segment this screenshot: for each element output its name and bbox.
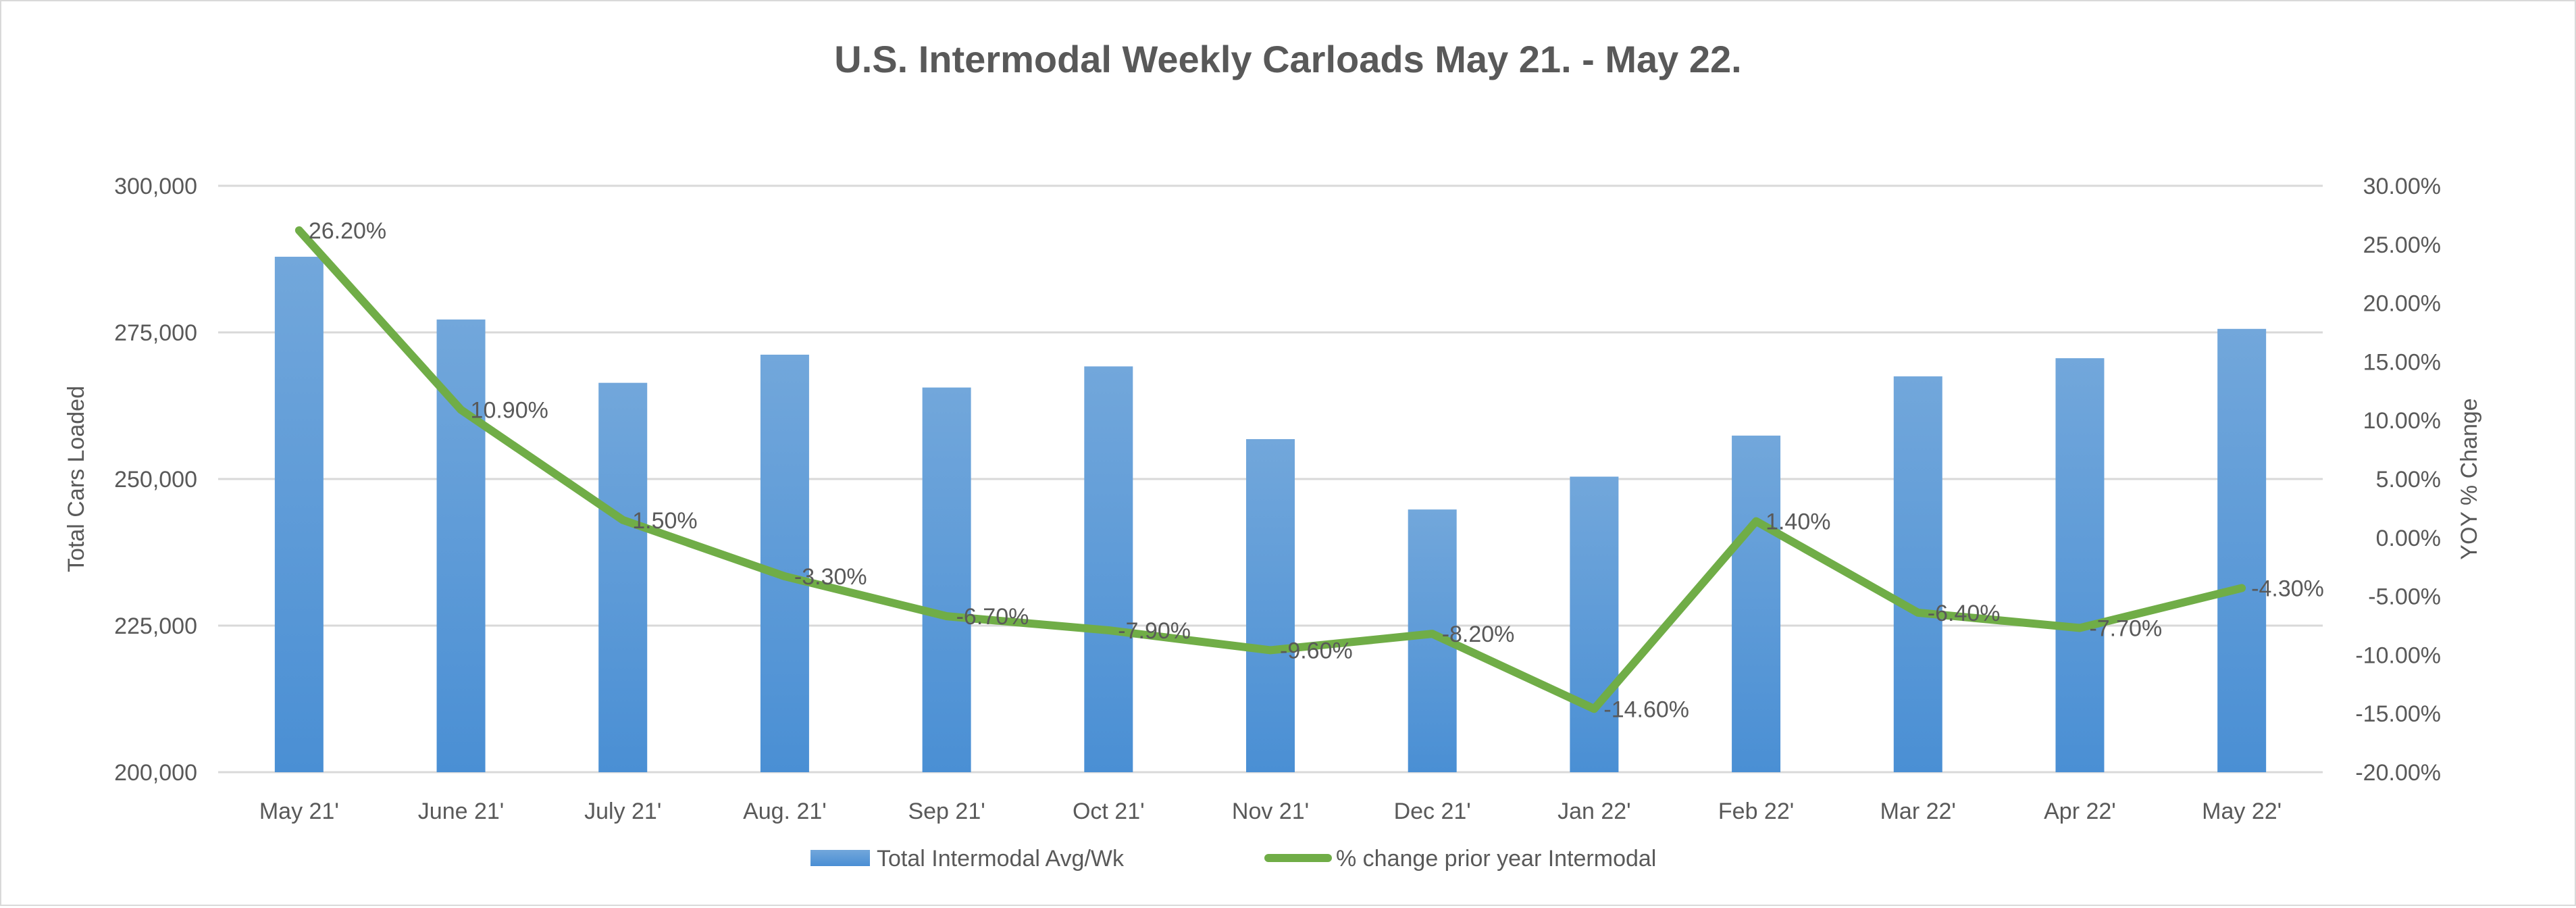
chart-title: U.S. Intermodal Weekly Carloads May 21. … [834, 38, 1741, 80]
data-label: -6.40% [1928, 601, 2001, 626]
data-label: 26.20% [309, 218, 386, 244]
bar [2055, 358, 2105, 772]
y2-tick-label: -15.00% [2355, 701, 2441, 727]
bar [598, 382, 648, 772]
y2-tick-label: 5.00% [2376, 467, 2441, 493]
y2-tick-label: 15.00% [2363, 349, 2441, 375]
data-label: -9.60% [1280, 638, 1353, 663]
y2-tick-label: 20.00% [2363, 291, 2441, 317]
y-axis-title: Total Cars Loaded [63, 386, 89, 572]
bar [2217, 328, 2267, 772]
x-tick-label: Feb 22' [1718, 799, 1794, 824]
x-tick-label: Oct 21' [1073, 799, 1145, 824]
x-tick-label: July 21' [584, 799, 661, 824]
data-label: -3.30% [794, 564, 867, 590]
x-tick-label: Aug. 21' [743, 799, 827, 824]
legend-label-bars: Total Intermodal Avg/Wk [877, 846, 1125, 872]
y2-tick-label: -5.00% [2368, 584, 2441, 610]
data-label: -7.70% [2089, 615, 2162, 641]
legend-swatch-bars [810, 850, 870, 866]
data-label: -4.30% [2251, 576, 2324, 601]
data-label: -6.70% [956, 604, 1029, 630]
legend: Total Intermodal Avg/Wk % change prior y… [810, 846, 1656, 872]
x-tick-label: Jan 22' [1557, 799, 1631, 824]
legend-label-line: % change prior year Intermodal [1336, 846, 1656, 872]
x-tick-label: June 21' [418, 799, 504, 824]
data-label: 1.50% [632, 508, 697, 534]
bar [1893, 376, 1942, 772]
data-label: -14.60% [1603, 697, 1689, 722]
y2-tick-label: -20.00% [2355, 760, 2441, 786]
y2-tick-label: 10.00% [2363, 408, 2441, 434]
bar [1246, 438, 1295, 772]
y2-tick-label: -10.00% [2355, 642, 2441, 668]
y2-tick-label: 25.00% [2363, 232, 2441, 258]
y-tick-label: 225,000 [114, 613, 197, 639]
data-label: -8.20% [1442, 622, 1515, 647]
y-tick-label: 275,000 [114, 320, 197, 346]
data-label: -7.90% [1118, 618, 1191, 644]
x-tick-label: May 22' [2202, 799, 2282, 824]
data-label: 1.40% [1766, 509, 1830, 534]
x-tick-label: Apr 22' [2044, 799, 2116, 824]
x-tick-label: Nov 21' [1232, 799, 1309, 824]
bar [760, 354, 809, 772]
bar [274, 257, 324, 772]
y-tick-label: 200,000 [114, 760, 197, 786]
bar [1084, 366, 1133, 772]
y-tick-label: 250,000 [114, 467, 197, 493]
data-label: 10.90% [471, 398, 548, 424]
x-tick-label: Mar 22' [1880, 799, 1956, 824]
x-tick-label: Sep 21' [908, 799, 985, 824]
bar [1570, 476, 1619, 772]
y2-axis-title: YOY % Change [2456, 398, 2482, 559]
y2-tick-label: 0.00% [2376, 526, 2441, 551]
y-tick-label: 300,000 [114, 174, 197, 199]
bar [1732, 435, 1781, 772]
x-tick-label: May 21' [259, 799, 339, 824]
bar [922, 387, 971, 772]
y2-tick-label: 30.00% [2363, 174, 2441, 199]
x-tick-label: Dec 21' [1394, 799, 1471, 824]
yoy-line [294, 226, 2246, 713]
